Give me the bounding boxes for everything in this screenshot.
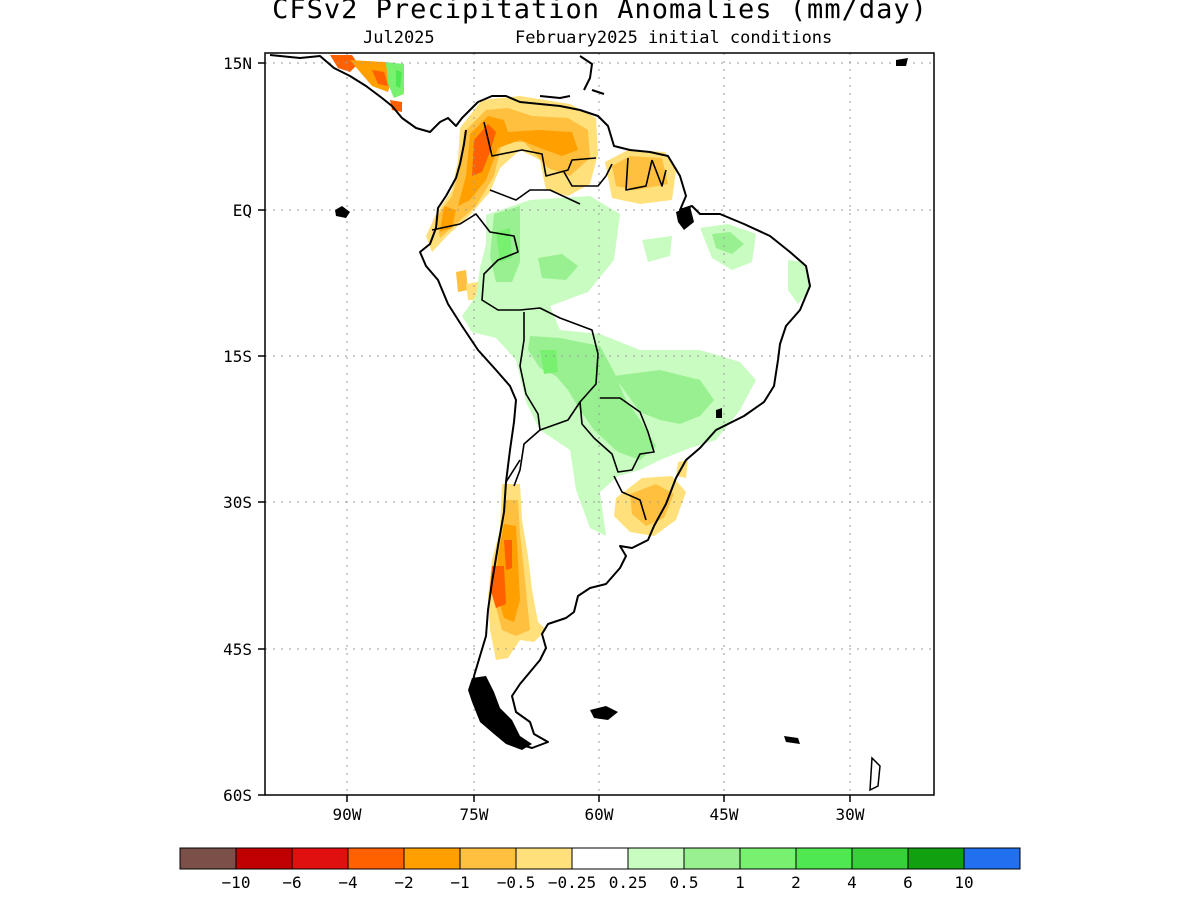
colorbar-legend: −10 −6 −4 −2 −1 −0.5 −0.25 0.25 0.5 1 2 4 6 10 [179,847,1021,892]
anomaly-patch [490,566,506,608]
anomaly-patch [330,55,358,72]
anomaly-patch [466,282,478,300]
colorbar-tick-label: 1 [735,873,745,892]
colorbar-swatch [795,847,853,870]
colorbar-swatch [347,847,405,870]
lat-label: 30S [223,493,252,512]
colorbar-swatch [291,847,349,870]
colorbar-swatch [459,847,517,870]
lon-label: 60W [585,805,614,824]
colorbar-swatch [851,847,909,870]
anomaly-patch [712,232,744,254]
axis-ticks [258,62,851,802]
anomaly-patch [496,228,512,262]
axis-labels: 15N EQ 15S 30S 45S 60S 90W 75W 60W 45W 3… [223,54,865,824]
anomaly-patch [456,270,468,292]
lon-label: 90W [333,805,362,824]
colorbar-tick-label: 2 [791,873,801,892]
anomaly-patch [350,60,392,92]
target-month: Jul2025 [363,28,435,48]
colorbar-tick-label: 4 [847,873,857,892]
colorbar-swatch [963,847,1021,870]
colorbar-tick-label: 6 [903,873,913,892]
colorbar-swatch [627,847,685,870]
anomaly-patch [538,254,578,280]
lon-label: 45W [710,805,739,824]
colorbar-swatch [403,847,461,870]
anomaly-patch [390,100,402,112]
coastlines [269,54,811,749]
anomaly-patch [372,70,388,86]
anomaly-patch [528,336,656,460]
initial-conditions: February2025 initial conditions [515,28,833,48]
lon-label: 30W [836,805,865,824]
colorbar-swatch [739,847,797,870]
anomaly-patch [630,484,674,526]
colorbar-tick-label: 0.5 [670,873,699,892]
colorbar-tick-label: −6 [282,873,301,892]
colorbar-swatch [683,847,741,870]
lat-label: 15N [223,54,252,73]
map-title: CFSv2 Precipitation Anomalies (mm/day) [272,0,928,25]
colorbar-tick-label: 10 [954,873,973,892]
colorbar-tick-label: −10 [222,873,251,892]
anomaly-patch [504,540,512,570]
islands [335,58,908,792]
lat-label: 15S [223,347,252,366]
colorbar-tick-label: −0.25 [548,873,596,892]
lon-label: 75W [460,805,489,824]
lat-label: EQ [233,201,252,220]
colorbar-swatch [515,847,573,870]
lat-label: 60S [223,786,252,805]
colorbar-swatch [179,847,237,870]
lat-label: 45S [223,640,252,659]
anomaly-patch [788,260,810,304]
colorbar-tick-label: −1 [450,873,469,892]
colorbar-tick-label: −4 [338,873,357,892]
colorbar-tick-label: −0.5 [497,873,536,892]
colorbar-swatch [907,847,965,870]
colorbar-swatch [235,847,293,870]
country-borders [431,121,667,521]
anomaly-patch [472,124,496,176]
anomaly-shading [330,55,810,660]
colorbar-tick-label: −2 [394,873,413,892]
anomaly-patch [642,236,672,262]
anomaly-patch [396,70,402,88]
colorbar-swatch [571,847,629,870]
anomaly-patch [386,62,404,98]
colorbar-tick-label: 0.25 [609,873,648,892]
